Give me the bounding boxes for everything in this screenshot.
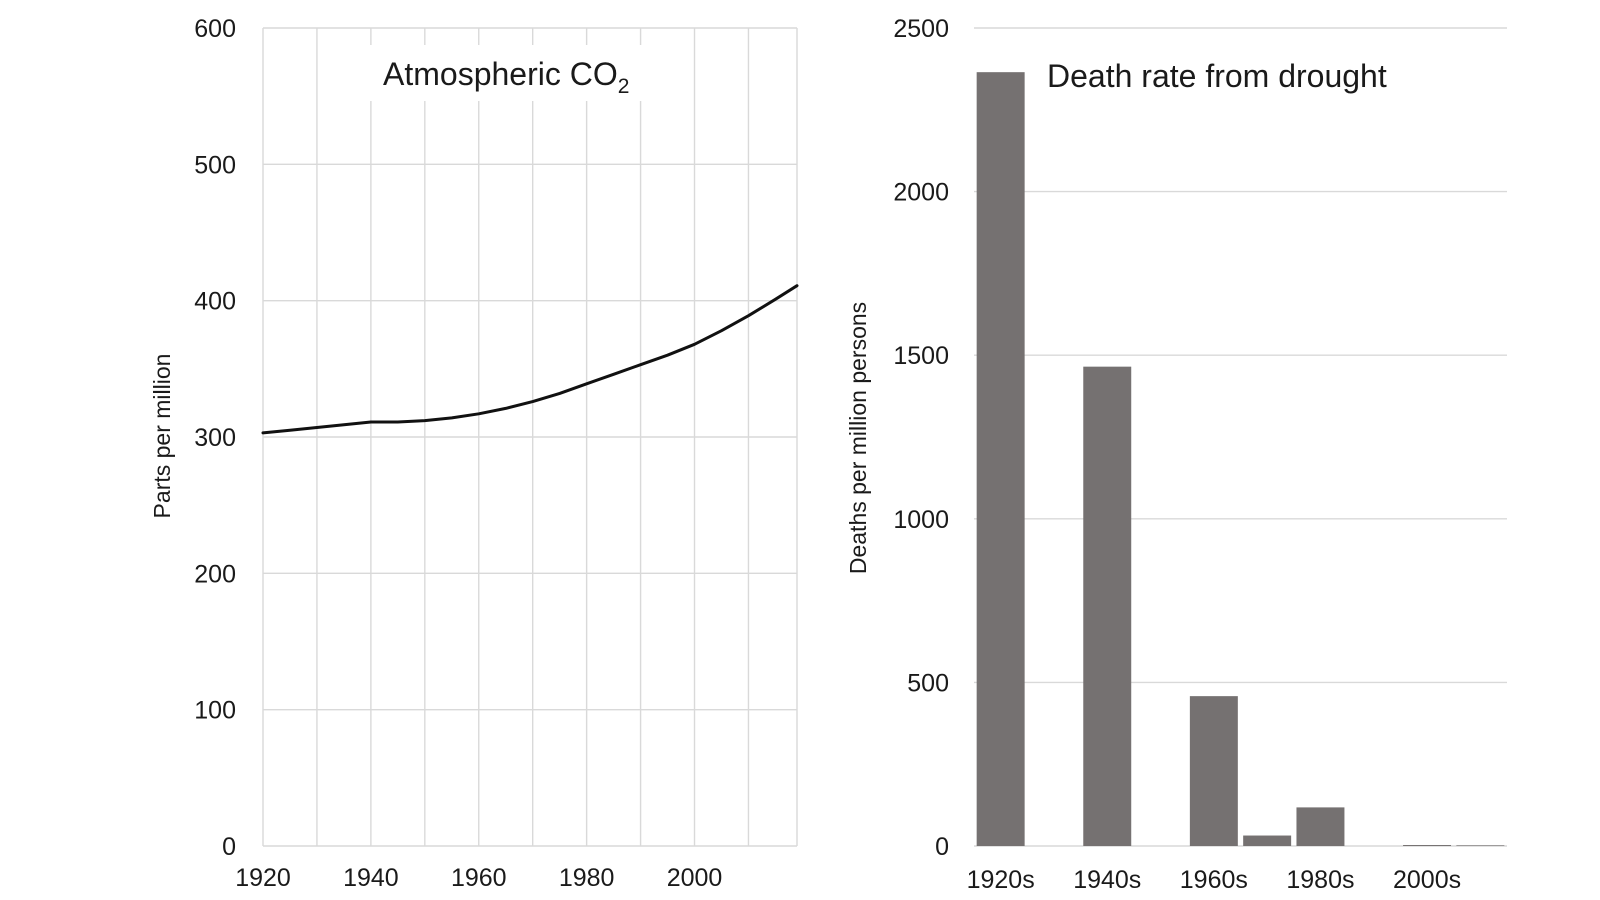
drought-x-tick-label: 2000s	[1393, 866, 1461, 894]
drought-bar	[1243, 835, 1292, 846]
co2-y-tick-labels: 0 100 200 300 400 500 600	[194, 15, 236, 861]
co2-x-tick-label: 2000	[667, 864, 723, 892]
co2-y-tick-label: 600	[194, 15, 236, 43]
drought-gridlines	[974, 27, 1507, 847]
co2-series-line	[261, 284, 799, 435]
co2-title-background	[365, 45, 685, 101]
drought-chart-title: Death rate from drought	[1047, 58, 1387, 94]
co2-chart-title: Atmospheric CO2	[383, 56, 629, 98]
drought-bar	[1403, 845, 1452, 846]
drought-bar	[1189, 696, 1238, 846]
drought-y-tick-label: 1000	[893, 506, 949, 534]
co2-y-tick-label: 0	[222, 833, 236, 861]
drought-bar	[1296, 807, 1345, 846]
drought-x-tick-label: 1960s	[1180, 866, 1248, 894]
drought-x-tick-label: 1940s	[1073, 866, 1141, 894]
drought-y-tick-label: 1500	[893, 342, 949, 370]
co2-x-tick-label: 1980	[559, 864, 615, 892]
co2-x-tick-label: 1940	[343, 864, 399, 892]
drought-y-tick-label: 500	[907, 669, 949, 697]
drought-chart: 0 500 1000 1500 2000 2500 1920s 1940s 1960s 1980…	[845, 15, 1507, 894]
co2-y-tick-label: 400	[194, 288, 236, 316]
co2-y-tick-label: 500	[194, 151, 236, 179]
drought-y-tick-labels: 0 500 1000 1500 2000 2500	[893, 15, 949, 861]
drought-x-tick-label: 1920s	[967, 866, 1035, 894]
drought-y-tick-label: 2500	[893, 15, 949, 43]
co2-y-tick-label: 100	[194, 697, 236, 725]
co2-x-tick-label: 1920	[235, 864, 291, 892]
drought-bar	[976, 72, 1025, 846]
co2-x-tick-labels: 1920 1940 1960 1980 2000	[235, 864, 722, 892]
co2-gridlines	[262, 27, 798, 847]
drought-x-tick-label: 1980s	[1286, 866, 1354, 894]
drought-x-tick-labels: 1920s 1940s 1960s 1980s 2000s	[967, 866, 1462, 894]
co2-y-axis-title: Parts per million	[149, 354, 175, 519]
drought-y-axis-title: Deaths per million persons	[845, 302, 871, 574]
co2-x-tick-label: 1960	[451, 864, 507, 892]
co2-y-tick-label: 200	[194, 560, 236, 588]
drought-bars	[976, 72, 1505, 846]
drought-y-tick-label: 0	[935, 833, 949, 861]
drought-y-tick-label: 2000	[893, 179, 949, 207]
co2-y-tick-label: 300	[194, 424, 236, 452]
drought-bar	[1083, 366, 1132, 846]
co2-chart: 0 100 200 300 400 500 600 1920 1940 1960 1980 2000…	[149, 15, 799, 892]
drought-bar	[1456, 845, 1505, 846]
